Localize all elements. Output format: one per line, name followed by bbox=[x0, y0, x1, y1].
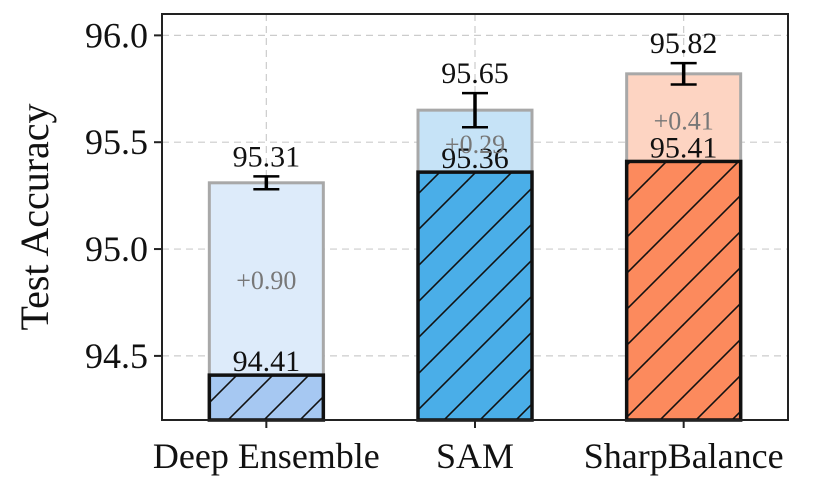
y-axis-label: Test Accuracy bbox=[12, 103, 57, 330]
single-model-bar-hatch bbox=[418, 172, 532, 420]
gain-label: +0.90 bbox=[236, 266, 296, 295]
axes: 94.5 95.0 95.5 96.0 Deep Ensemble SAM SharpBal… bbox=[85, 15, 784, 476]
single-model-value-label: 94.41 bbox=[233, 345, 301, 378]
single-model-value-label: 95.41 bbox=[650, 131, 718, 164]
ensemble-value-label: 95.65 bbox=[441, 57, 509, 90]
y-tick-label: 95.5 bbox=[85, 122, 148, 162]
gain-label: +0.41 bbox=[654, 107, 714, 136]
y-tick-label: 94.5 bbox=[85, 336, 148, 376]
y-tick-label: 96.0 bbox=[85, 15, 148, 55]
single-model-bar-hatch bbox=[626, 161, 741, 420]
data-labels: 95.31 94.41 +0.90 95.65 95.36+0.29 95.82 95.41… bbox=[233, 27, 718, 378]
x-tick-label: Deep Ensemble bbox=[153, 436, 380, 476]
gain-label: +0.29 bbox=[445, 130, 505, 159]
single-model-value-label: 95.36 bbox=[441, 142, 509, 175]
x-tick-label: SharpBalance bbox=[584, 436, 784, 476]
ensemble-value-label: 95.82 bbox=[650, 27, 718, 60]
bars bbox=[207, 61, 743, 422]
x-tick-label: SAM bbox=[436, 436, 514, 476]
y-tick-label: 95.0 bbox=[85, 229, 148, 269]
single-model-bar-hatch bbox=[209, 375, 324, 420]
ensemble-value-label: 95.31 bbox=[233, 140, 301, 173]
